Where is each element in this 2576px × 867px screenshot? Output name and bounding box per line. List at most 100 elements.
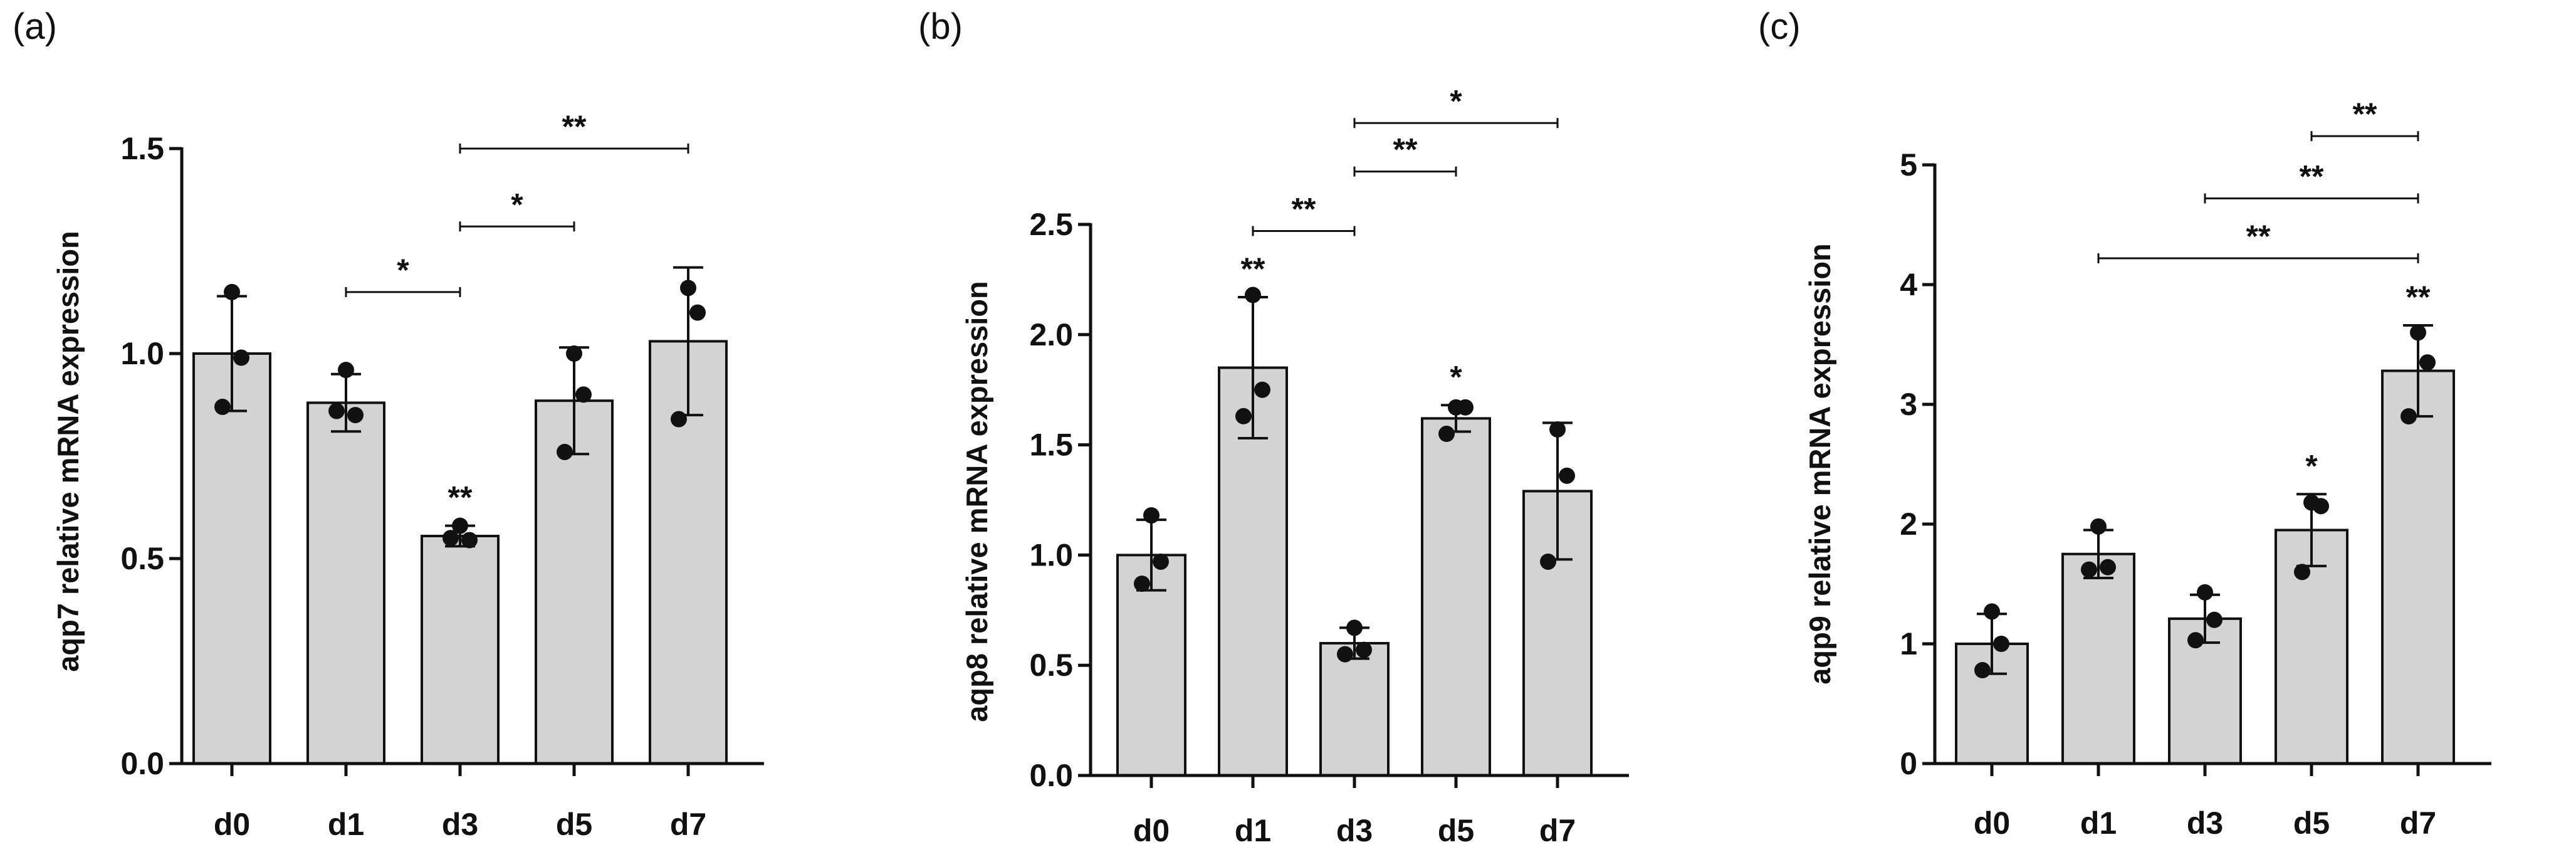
data-point-d3-2 [1337,646,1353,663]
data-point-d0-2 [214,399,231,416]
data-point-d5-2 [557,443,573,460]
bar-d0 [1116,554,1186,777]
data-point-d5-3 [575,386,592,403]
y-tick-label-1.5: 1.5 [1029,428,1073,463]
data-point-d1-2 [1235,407,1252,424]
bracket-label-d5-d7: ** [2353,97,2377,132]
x-tick-label-d1: d1 [328,807,364,842]
data-point-d5-2 [2294,564,2310,581]
y-tick-label-4: 4 [1900,267,1917,302]
data-point-d0-3 [233,349,249,366]
chart-panel-b: (b) aqp8 relative mRNA expression ***0.0… [918,6,1629,848]
data-point-d3-2 [2187,632,2204,649]
data-point-d1-2 [2081,561,2097,578]
significance-label-d1: ** [1241,251,1265,286]
data-point-d7-3 [1559,467,1575,484]
data-point-d7-2 [1540,553,1556,570]
y-tick-label-0.5: 0.5 [1029,648,1073,683]
y-axis-title: aqp8 relative mRNA expression [960,281,993,722]
significance-label-d5: * [1450,359,1462,394]
data-point-d7-3 [2419,354,2436,371]
bar-d1 [2061,552,2135,765]
data-point-d3-2 [442,530,459,547]
data-point-d0-3 [1993,636,2009,652]
y-tick-label-2.5: 2.5 [1029,207,1073,242]
x-tick-label-d5: d5 [2293,806,2330,841]
y-tick-label-3: 3 [1900,387,1917,422]
data-point-d0-2 [1134,575,1150,592]
bracket-label-d1-d3: ** [1292,192,1316,227]
x-tick-label-d3: d3 [2187,806,2223,841]
x-tick-label-d3: d3 [442,807,478,842]
significance-label-d3: ** [448,480,473,515]
bracket-label-d3-d7: ** [562,109,587,144]
data-point-d1-3 [347,407,364,424]
data-point-d3-1 [2197,584,2213,601]
x-tick-label-d7: d7 [670,807,706,842]
bracket-label-d1-d3: * [397,253,409,288]
data-point-d3-3 [461,532,478,549]
plot-marks: **0.00.51.01.5d0 d1 d3 d5 d7**** [120,109,764,842]
data-point-d7-2 [2401,408,2417,425]
x-tick-label-d7: d7 [2400,806,2436,841]
y-tick-label-1.0: 1.0 [1029,537,1073,572]
bar-d3 [421,535,500,765]
data-point-d1-1 [338,362,354,379]
bar-d7 [2381,369,2455,765]
data-point-d5-3 [2313,498,2329,515]
panel-label: (c) [1758,6,1801,47]
x-tick-label-d5: d5 [556,807,592,842]
bracket-label-d3-d5: ** [1393,132,1418,167]
data-point-d0-2 [1974,662,1991,679]
y-tick-label-2.0: 2.0 [1029,317,1073,352]
data-point-d1-1 [2090,518,2107,535]
y-axis-title: aqp9 relative mRNA expression [1803,243,1836,685]
bracket-label-d3-d7: * [1450,83,1462,118]
x-tick-label-d5: d5 [1438,813,1474,848]
y-tick-label-0.0: 0.0 [120,746,164,781]
chart-panel-a: (a) aqp7 relative mRNA expression **0.00… [13,6,764,842]
y-axis-title: aqp7 relative mRNA expression [51,231,85,672]
y-tick-label-1: 1 [1900,626,1917,661]
data-point-d3-3 [1356,641,1372,658]
data-point-d5-3 [1457,399,1474,416]
bracket-label-d1-d7: ** [2246,219,2271,254]
data-point-d3-1 [1346,619,1363,636]
bar-d3 [1319,642,1390,777]
data-point-d0-1 [224,283,240,300]
data-point-d5-1 [566,345,582,362]
y-tick-label-0: 0 [1900,746,1917,781]
y-tick-label-5: 5 [1900,147,1917,182]
y-tick-label-1.0: 1.0 [120,336,164,371]
panel-label: (a) [13,6,57,47]
chart-panel-c: (c) aqp9 relative mRNA expression ***012… [1758,6,2491,841]
bracket-label-d3-d5: * [511,187,523,222]
y-tick-label-1.5: 1.5 [120,131,164,166]
data-point-d7-1 [680,280,696,297]
data-point-d7-1 [2410,324,2426,341]
bar-d5 [1421,417,1491,777]
data-point-d7-2 [671,411,687,428]
significance-label-d7: ** [2406,280,2431,315]
data-point-d7-3 [689,304,706,321]
data-point-d0-1 [1984,603,2000,620]
x-tick-label-d0: d0 [1974,806,2010,841]
y-tick-label-2: 2 [1900,507,1917,542]
x-tick-label-d1: d1 [1235,813,1271,848]
bar-d5 [2275,528,2348,765]
data-point-d1-3 [2100,559,2116,575]
x-tick-label-d3: d3 [1336,813,1373,848]
panel-label: (b) [918,6,963,47]
bar-d0 [192,352,271,765]
data-point-d0-1 [1143,507,1160,524]
x-tick-label-d1: d1 [2080,806,2117,841]
data-point-d1-3 [1254,381,1270,398]
data-point-d7-1 [1549,421,1566,438]
data-point-d1-1 [1245,286,1261,303]
x-tick-label-d0: d0 [1133,813,1170,848]
y-tick-label-0.5: 0.5 [120,541,164,576]
data-point-d5-2 [1438,426,1455,443]
bar-d1 [306,401,385,765]
